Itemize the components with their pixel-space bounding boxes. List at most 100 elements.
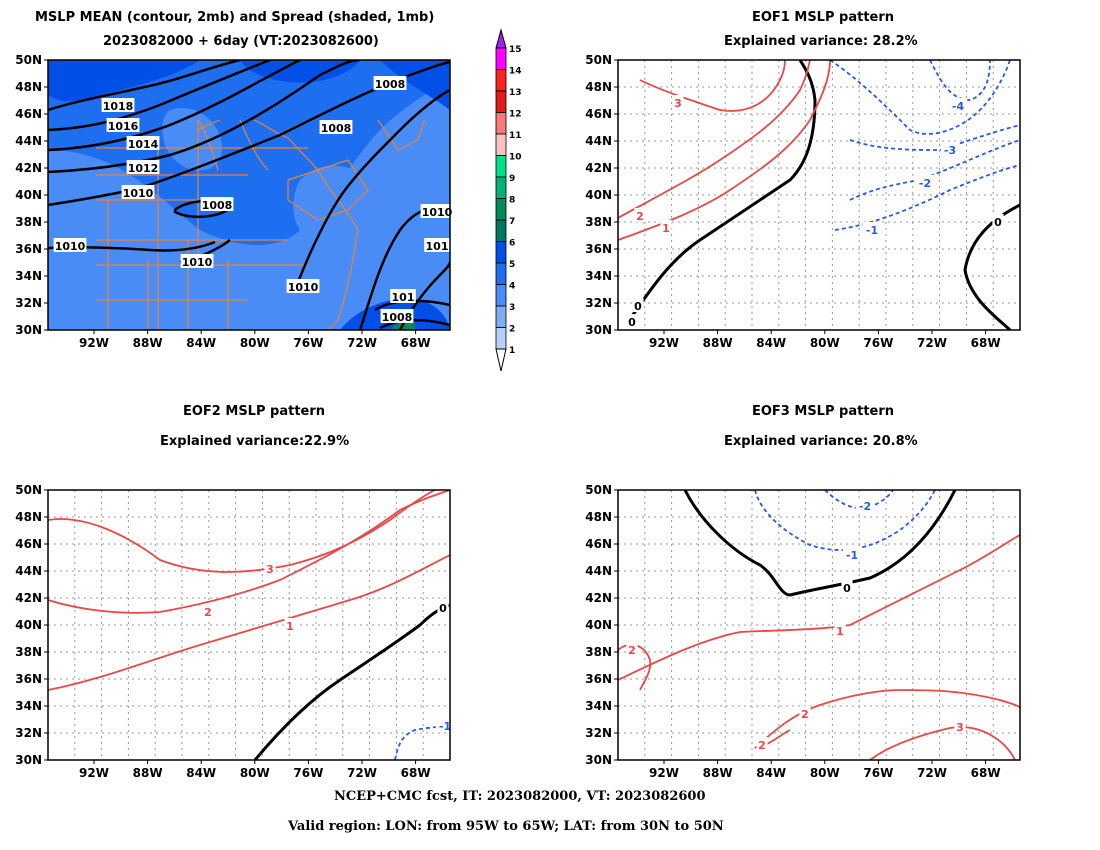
contour-line [48,490,436,573]
colorbar-label: 10 [509,153,522,163]
contour-line [849,124,1020,151]
colorbar-segment [495,155,507,178]
lon-label: 80W [240,336,270,350]
lon-label: 76W [863,766,893,780]
contour-label: 1008 [375,78,406,91]
contour-label-bg [106,118,140,132]
lon-label: 92W [79,766,109,780]
lat-label: 32N [15,726,42,740]
panel1-lat-labels: 50N 48N 46N 44N 42N 40N 38N 36N 34N 32N 30N [15,53,48,337]
contour-label-bg [53,238,87,252]
contour-label: 2 [204,606,212,619]
contour-label-bg [373,76,407,90]
lat-label: 50N [585,483,612,497]
panel3-lat-labels: 50N 48N 46N 44N 42N 40N 38N 36N 34N 32N 30N [15,483,48,767]
contour-label-bg [948,98,968,112]
contour-label-bg [380,309,414,323]
lon-label: 68W [401,336,431,350]
panel1-title-line1: MSLP MEAN (contour, 2mb) and Spread (sha… [35,10,435,25]
lon-label: 68W [401,766,431,780]
contour-label: 3 [674,97,682,110]
contour-label-bg [264,561,276,575]
lon-label: 76W [863,336,893,350]
contour-label: -3 [944,144,956,157]
lon-label: 72W [347,766,377,780]
contour-label: 2 [628,644,636,657]
colorbar-label: 9 [509,174,515,184]
panel4-map-lines [618,500,998,760]
contour-label-bg [842,547,862,561]
contour-line [929,60,991,101]
contour-label-bg [855,498,875,512]
contour-label: 1008 [202,199,233,212]
contour-label: 0 [634,300,642,313]
lat-label: 36N [15,242,42,256]
contour-label-bg [992,214,1004,228]
lon-label: 80W [810,766,840,780]
colorbar-segment [495,284,507,307]
contour-label: 2 [801,708,809,721]
lat-label: 48N [585,80,612,94]
contour-label: 2 [758,739,766,752]
lat-label: 38N [585,645,612,659]
panel3-lon-labels: 92W 88W 84W 80W 76W 72W 68W [79,760,431,780]
colorbar-segment [495,90,507,113]
panel4-title-line2: Explained variance: 20.8% [724,434,918,449]
contour-line [754,689,1020,749]
contour-line [48,60,271,132]
lat-label: 34N [15,699,42,713]
lat-label: 42N [585,161,612,175]
lat-label: 36N [585,672,612,686]
colorbar-label: 14 [509,67,522,77]
contour-label-bg [756,737,768,751]
contour-label-bg [672,95,684,109]
lat-label: 32N [585,296,612,310]
contour-label-bg [202,604,214,618]
contour-line [253,603,450,760]
colorbar-label: 8 [509,196,515,206]
contour-label-bg [424,238,450,252]
panel4-lon-labels: 92W 88W 84W 80W 76W 72W 68W [649,760,1001,780]
colorbar-label: 6 [509,239,515,249]
lat-label: 40N [15,188,42,202]
lat-label: 38N [15,645,42,659]
footer-line2: Valid region: LON: from 95W to 65W; LAT:… [288,819,724,834]
contour-label-bg [180,254,214,268]
contour-label: -4 [952,100,965,113]
contour-line [618,60,831,241]
contour-line [48,60,241,112]
panel2-lon-labels: 92W 88W 84W 80W 76W 72W 68W [649,330,1001,350]
contour-line [639,60,786,112]
contour-label-bg [862,222,882,236]
lon-label: 76W [293,336,323,350]
colorbar-label: 2 [509,325,515,335]
lat-label: 44N [585,134,612,148]
colorbar-segment [495,241,507,264]
contour-label-bg [284,618,296,632]
contour-label: 0 [439,602,447,615]
contour-line [48,60,301,152]
contour-label-bg [660,220,672,234]
contour-line [626,60,817,323]
lon-label: 84W [756,336,786,350]
colorbar-label: 7 [509,217,515,227]
contour-label-bg [319,120,353,134]
lat-label: 50N [15,483,42,497]
contour-line [869,726,1016,760]
colorbar-segment [495,262,507,285]
lon-label: 92W [649,336,679,350]
contour-label: 2 [636,210,644,223]
colorbar-segment [495,133,507,156]
panel1-map-lines [96,120,426,331]
lat-label: 46N [585,107,612,121]
contour-label: -1 [866,224,878,237]
contour-label-bg [390,289,416,303]
contour-label: 1010 [422,206,453,219]
lat-label: 44N [585,564,612,578]
panel4-title-line1: EOF3 MSLP pattern [752,404,895,419]
contour-label: 1008 [321,122,352,135]
lat-label: 46N [15,107,42,121]
contour-line [48,490,450,614]
lat-label: 40N [15,618,42,632]
contour-line [293,88,450,291]
